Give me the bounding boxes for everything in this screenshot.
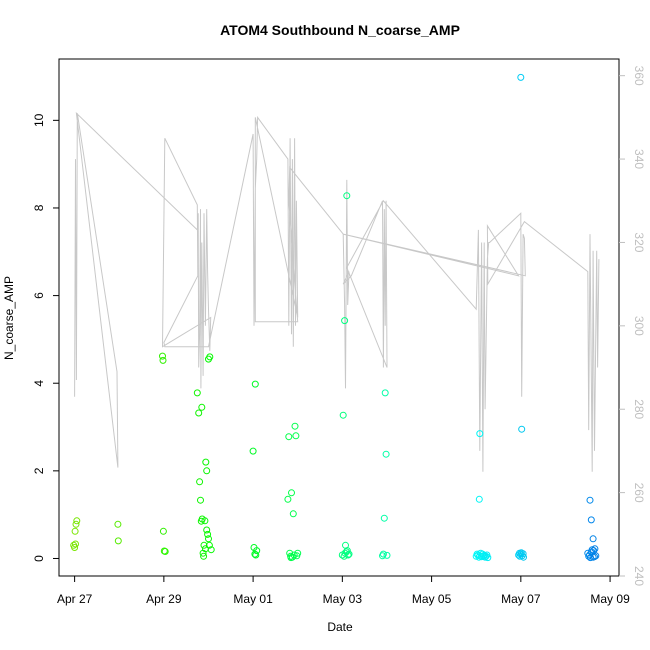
- y-tick-label-1: 2: [32, 467, 46, 474]
- data-point-10: [159, 527, 167, 535]
- data-point-98: [589, 535, 597, 543]
- data-point-70: [517, 73, 525, 81]
- x-axis: Apr 27 Apr 29 May 01 May 03 May 05 May 07 May …: [57, 576, 630, 606]
- data-point-24: [204, 530, 212, 538]
- data-point-54: [341, 317, 349, 325]
- data-point-32: [206, 353, 214, 361]
- y-axis-label: N_coarse_AMP: [2, 276, 16, 360]
- chart-title: ATOM4 Southbound N_coarse_AMP: [220, 22, 460, 38]
- x-axis-label: Date: [327, 620, 353, 634]
- data-point-29: [198, 403, 206, 411]
- data-point-39: [253, 547, 261, 555]
- data-point-55: [343, 192, 351, 200]
- data-point-2: [71, 527, 79, 535]
- data-point-5: [73, 517, 81, 525]
- data-point-66: [380, 514, 388, 522]
- data-point-14: [195, 409, 203, 417]
- data-point-7: [114, 537, 122, 545]
- data-point-35: [251, 380, 259, 388]
- plot-frame: [58, 58, 620, 577]
- data-point-15: [196, 478, 204, 486]
- data-point-79: [520, 553, 527, 561]
- heading-line: [74, 111, 600, 472]
- data-point-40: [284, 495, 292, 503]
- right-tick-label-2: 280: [632, 399, 646, 419]
- right-tick-label-3: 300: [632, 316, 646, 336]
- data-point-69: [383, 551, 391, 559]
- x-tick-label-2: May 01: [233, 592, 273, 606]
- y-tick-label-3: 6: [32, 292, 46, 299]
- data-point-65: [379, 550, 387, 558]
- data-point-93: [482, 552, 490, 560]
- scatter-series: [70, 73, 600, 562]
- y-tick-label-0: 0: [32, 555, 46, 562]
- data-point-48: [291, 422, 299, 430]
- data-point-46: [289, 510, 297, 518]
- right-tick-label-4: 320: [632, 232, 646, 252]
- data-point-97: [587, 516, 595, 524]
- data-point-49: [292, 432, 300, 440]
- data-point-61: [345, 550, 353, 558]
- data-point-13: [193, 389, 201, 397]
- data-point-33: [207, 546, 215, 554]
- heading-line-series: [74, 111, 600, 472]
- data-point-21: [201, 517, 209, 525]
- data-point-41: [285, 433, 293, 441]
- x-tick-label-1: Apr 29: [146, 592, 182, 606]
- x-tick-label-4: May 05: [412, 592, 452, 606]
- x-tick-label-5: May 07: [501, 592, 541, 606]
- right-tick-label-1: 260: [632, 483, 646, 503]
- data-point-4: [72, 520, 80, 528]
- data-point-16: [197, 496, 204, 504]
- data-point-53: [339, 411, 347, 419]
- data-point-109: [589, 553, 597, 561]
- y-axis: 0 2 4 6 8 10: [32, 113, 59, 562]
- data-point-67: [381, 389, 389, 397]
- data-point-71: [518, 425, 526, 433]
- data-point-80: [476, 430, 484, 438]
- data-point-68: [382, 450, 390, 458]
- data-point-25: [205, 535, 212, 543]
- data-point-63: [341, 549, 349, 557]
- data-point-26: [205, 541, 213, 549]
- right-tick-label-0: 240: [632, 566, 646, 586]
- y-tick-label-5: 10: [32, 113, 46, 127]
- data-point-52: [287, 554, 295, 562]
- data-point-30: [200, 552, 208, 560]
- data-point-27: [203, 526, 211, 534]
- data-point-23: [203, 467, 211, 475]
- data-point-6: [114, 520, 122, 528]
- data-point-44: [288, 489, 295, 497]
- data-point-106: [591, 545, 599, 553]
- right-tick-label-5: 340: [632, 149, 646, 169]
- data-point-37: [251, 550, 259, 558]
- data-point-22: [202, 458, 210, 466]
- right-axis: 240 260 280 300 320 340 360: [619, 66, 646, 586]
- x-tick-label-0: Apr 27: [57, 592, 93, 606]
- data-point-95: [484, 554, 492, 562]
- data-point-51: [294, 549, 302, 557]
- data-point-3: [72, 540, 79, 548]
- data-point-92: [481, 553, 489, 561]
- x-tick-label-6: May 09: [590, 592, 630, 606]
- data-point-78: [519, 550, 527, 558]
- data-point-1: [71, 544, 79, 551]
- data-point-12: [161, 548, 169, 555]
- data-point-96: [586, 496, 594, 504]
- data-point-20: [200, 541, 208, 549]
- data-point-38: [252, 551, 260, 559]
- data-point-81: [475, 495, 483, 503]
- y-tick-label-4: 8: [32, 204, 46, 211]
- data-point-9: [159, 356, 167, 364]
- y-tick-label-2: 4: [32, 380, 46, 387]
- x-tick-label-3: May 03: [323, 592, 363, 606]
- data-point-8: [159, 352, 166, 360]
- data-point-34: [249, 447, 257, 455]
- right-tick-label-6: 360: [632, 66, 646, 86]
